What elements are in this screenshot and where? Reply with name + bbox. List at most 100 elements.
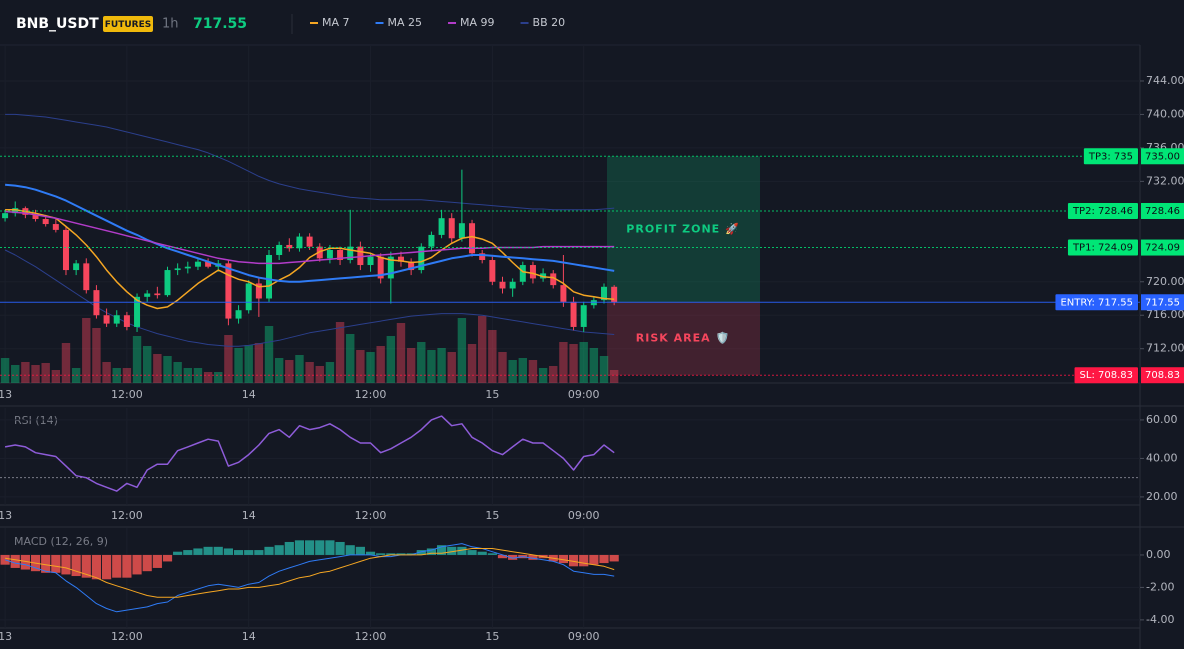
macd-hist	[183, 550, 193, 555]
candle-body	[113, 315, 120, 324]
volume-bar	[437, 348, 446, 383]
volume-bar	[447, 352, 456, 383]
candle-body	[255, 283, 262, 299]
macd-hist	[284, 541, 294, 555]
macd-hist	[91, 554, 102, 580]
legend-label: MA 25	[388, 16, 423, 29]
rsi-line	[4, 415, 615, 492]
volume-bar	[244, 345, 253, 383]
x-tick-label: 15	[485, 388, 499, 401]
volume-bar	[183, 368, 193, 383]
volume-bar	[92, 328, 101, 383]
candle-body	[52, 224, 59, 230]
macd-hist	[213, 546, 223, 555]
zone-label: RISK AREA 🛡️	[636, 332, 730, 345]
level-tag-bg	[1141, 148, 1184, 165]
volume-bar	[467, 344, 477, 383]
macd-hist	[365, 551, 376, 555]
volume-bar	[274, 358, 284, 383]
macd-hist	[355, 546, 365, 555]
macd-hist	[264, 546, 274, 555]
bb-upper	[5, 113, 615, 211]
macd-hist	[10, 554, 20, 568]
macd-hist	[152, 554, 162, 568]
x-tick-label: 12:00	[355, 509, 387, 522]
macd-hist	[436, 545, 447, 555]
badge-bg	[103, 16, 153, 32]
candle-body	[326, 249, 333, 259]
candle-body	[611, 286, 618, 303]
candle-body	[144, 293, 151, 297]
candle-body	[164, 270, 171, 296]
interval: 1h	[162, 17, 179, 32]
candle-body	[509, 281, 516, 289]
macd-hist	[142, 554, 152, 572]
volume-bar	[163, 356, 172, 383]
level-label: TP1: 724.09	[1072, 243, 1133, 254]
volume-bar	[224, 335, 233, 383]
volume-bar	[457, 318, 467, 383]
volume-bar	[142, 346, 152, 383]
macd-hist	[416, 550, 426, 555]
volume-bar	[417, 342, 426, 383]
macd-hist	[579, 554, 589, 567]
signal-line	[5, 548, 615, 598]
level-label: SL: 708.83	[1080, 370, 1133, 381]
x-tick-label: 12:00	[111, 388, 143, 401]
candle-body	[83, 263, 90, 291]
x-tick-label: 12:00	[111, 630, 143, 643]
macd-hist	[274, 545, 284, 555]
macd-hist	[508, 554, 518, 560]
badge: FUTURES	[105, 20, 151, 30]
volume-bar	[203, 372, 213, 383]
volume-bar	[518, 358, 527, 383]
candle-body	[235, 310, 242, 319]
volume-bar	[579, 342, 588, 383]
volume-bar	[315, 366, 324, 383]
x-tick-label: 09:00	[568, 388, 600, 401]
volume-bar	[285, 360, 294, 383]
candle-body	[560, 285, 567, 302]
macd-hist	[528, 554, 538, 560]
y-tick-label: 732.00	[1146, 174, 1184, 187]
candle-body	[550, 273, 557, 286]
volume-bar	[254, 343, 264, 383]
x-tick-label: 13	[0, 509, 12, 522]
candle-body	[174, 268, 181, 271]
candle-body	[347, 246, 354, 261]
zone	[607, 302, 760, 376]
x-tick-label: 12:00	[355, 630, 387, 643]
x-tick-label: 12:00	[111, 509, 143, 522]
level-label: ENTRY: 717.55	[1060, 297, 1133, 308]
macd-hist	[233, 550, 244, 555]
macd-hist	[568, 554, 579, 567]
macd-hist	[203, 546, 213, 555]
candle-body	[458, 223, 465, 239]
macd-hist	[71, 554, 81, 577]
y-tick-label: 712.00	[1146, 342, 1184, 355]
macd-hist	[244, 550, 254, 555]
volume-bar	[599, 356, 609, 383]
macd-hist	[254, 550, 264, 555]
candle-body	[306, 236, 313, 247]
ma-line	[5, 183, 615, 283]
volume-bar	[264, 326, 274, 383]
candle-body	[123, 315, 130, 327]
volume-bar	[498, 352, 507, 383]
level-label-bg	[1067, 239, 1138, 256]
level-tag: 717.55	[1145, 297, 1180, 308]
level-tag: 735.00	[1145, 151, 1180, 162]
level-tag: 728.46	[1145, 206, 1180, 217]
candle-body	[286, 244, 293, 249]
volume-bar	[102, 362, 111, 383]
level-tag-bg	[1141, 367, 1184, 384]
macd-hist	[558, 554, 569, 564]
macd-hist	[599, 554, 609, 564]
candle-body	[570, 301, 577, 327]
volume-bar	[61, 343, 71, 383]
x-tick-label: 12:00	[355, 388, 387, 401]
level-tag-bg	[1141, 239, 1184, 256]
macd-hist	[497, 554, 508, 559]
level-tag: 724.09	[1145, 243, 1180, 254]
volume-bar	[41, 363, 50, 383]
